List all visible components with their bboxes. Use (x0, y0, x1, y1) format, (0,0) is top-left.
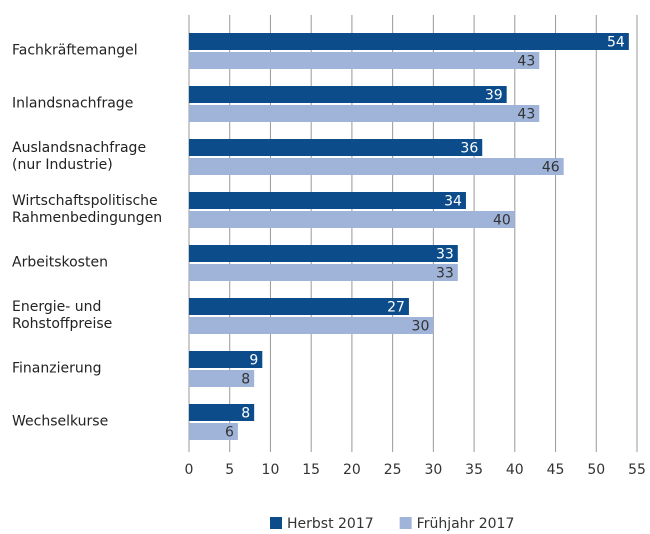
x-tick-label: 10 (262, 462, 280, 478)
x-tick-label: 30 (424, 462, 442, 478)
category-label: Wirtschaftspolitische Rahmenbedingungen (12, 193, 163, 226)
bar (189, 298, 409, 315)
value-label: 43 (517, 107, 535, 123)
value-label: 54 (607, 35, 625, 51)
x-tick-label: 5 (225, 462, 234, 478)
category-label: Inlandsnachfrage (12, 95, 134, 112)
bar (189, 105, 540, 122)
bar (189, 317, 434, 334)
value-label: 27 (387, 300, 405, 316)
bar (189, 211, 515, 228)
bar (189, 423, 238, 440)
category-label: Finanzierung (12, 360, 102, 377)
value-label: 39 (485, 88, 503, 104)
legend-label: Herbst 2017 (287, 516, 374, 532)
value-label: 33 (436, 247, 454, 263)
value-label: 36 (460, 141, 478, 157)
value-label: 8 (241, 406, 250, 422)
x-tick-label: 20 (343, 462, 361, 478)
bar (189, 158, 564, 175)
x-tick-label: 0 (185, 462, 194, 478)
bar (189, 33, 629, 50)
legend-swatch (399, 517, 412, 529)
value-label: 33 (436, 266, 454, 282)
value-label: 34 (444, 194, 462, 210)
bar (189, 52, 540, 69)
legend-label: Frühjahr 2017 (417, 516, 515, 532)
category-label: Auslandsnachfrage (nur Industrie) (12, 140, 147, 173)
bar (189, 245, 458, 262)
x-tick-label: 15 (302, 462, 320, 478)
bar (189, 264, 458, 281)
value-label: 9 (249, 353, 258, 369)
bar (189, 404, 255, 421)
category-label: Energie- und Rohstoffpreise (12, 299, 113, 332)
value-label: 8 (241, 372, 250, 388)
bar (189, 351, 263, 368)
x-tick-label: 50 (587, 462, 605, 478)
value-label: 30 (412, 319, 430, 335)
x-tick-label: 35 (465, 462, 483, 478)
value-label: 40 (493, 213, 511, 229)
x-tick-label: 25 (384, 462, 402, 478)
bar (189, 139, 483, 156)
category-label: Arbeitskosten (12, 254, 108, 271)
x-tick-label: 45 (547, 462, 565, 478)
value-label: 43 (517, 54, 535, 70)
bar (189, 86, 507, 103)
value-label: 6 (225, 425, 234, 441)
x-tick-label: 55 (628, 462, 646, 478)
x-tick-label: 40 (506, 462, 524, 478)
bar (189, 192, 466, 209)
category-label: Fachkräftemangel (12, 42, 138, 59)
bar (189, 370, 255, 387)
legend-swatch (270, 517, 282, 529)
category-label: Wechselkurse (12, 413, 109, 430)
value-label: 46 (542, 160, 560, 176)
